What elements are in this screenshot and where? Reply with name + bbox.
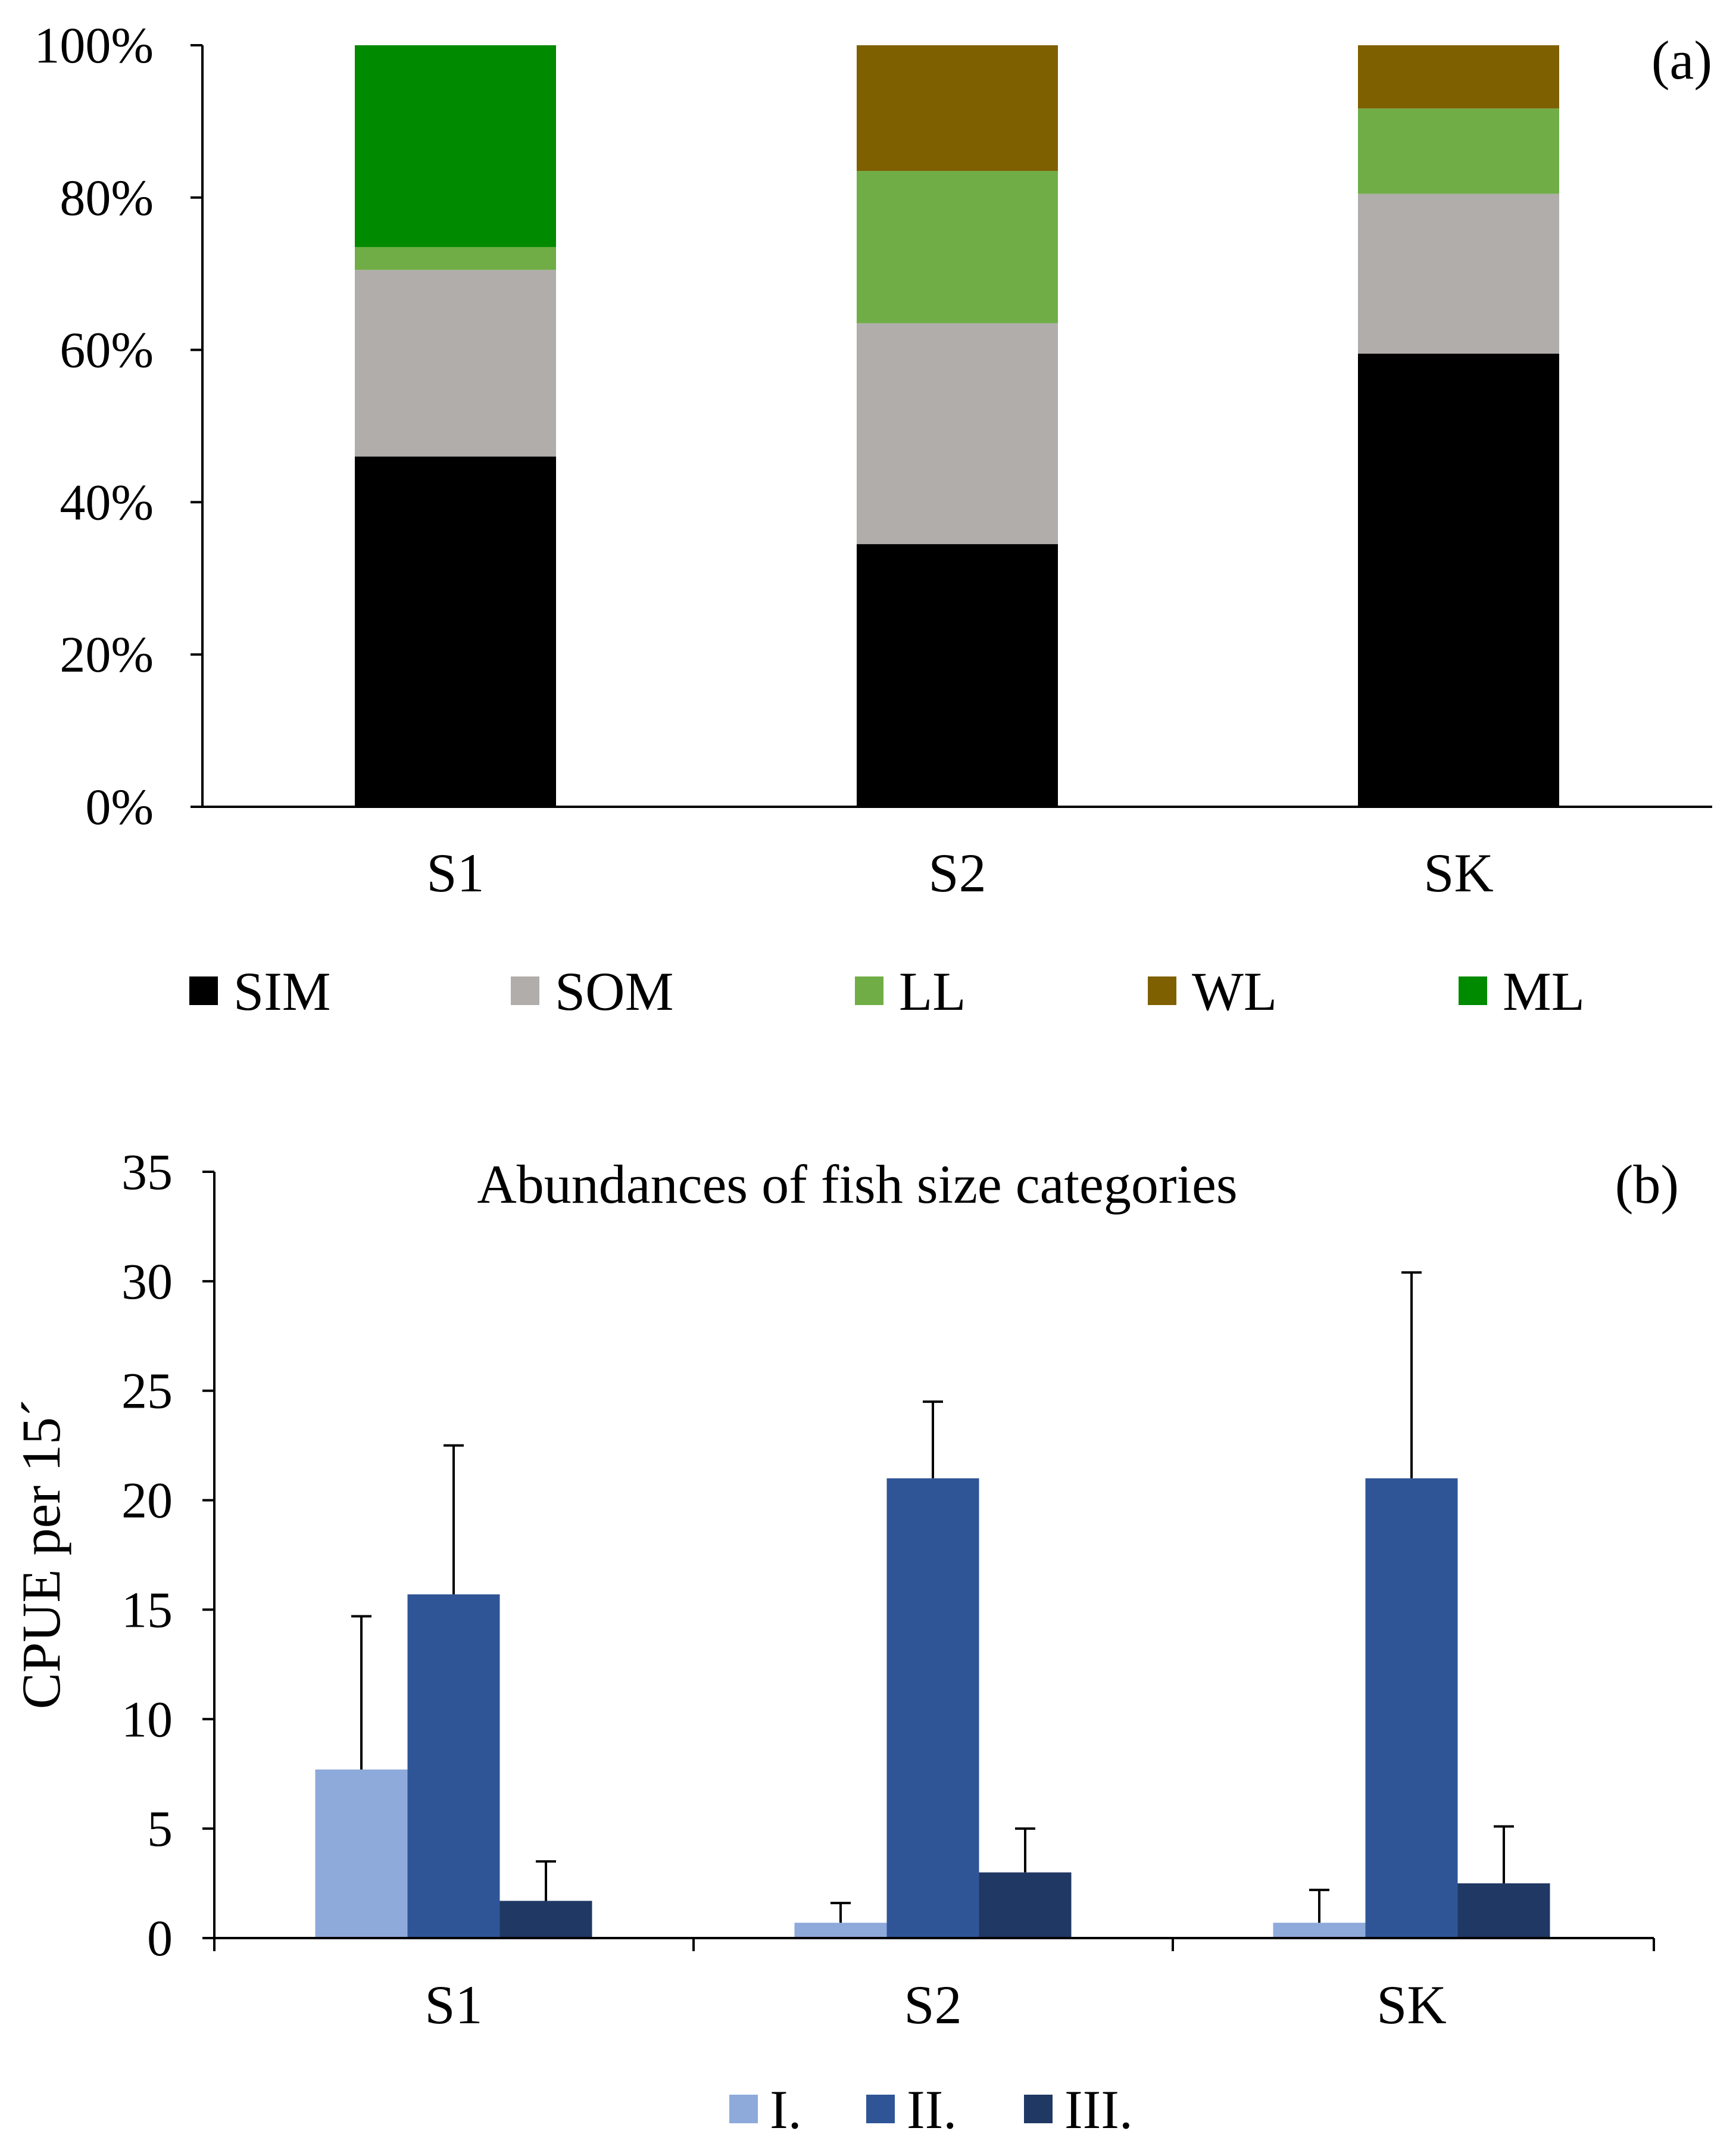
y-tick-label: 100% (34, 17, 154, 74)
bar-b-s2-ii (886, 1478, 979, 1938)
y-tick-label: 5 (147, 1800, 173, 1857)
bar-a-s1-som (355, 270, 556, 457)
legend-label-iii: III. (1064, 2079, 1133, 2140)
panel-b-title: Abundances of fish size categories (477, 1154, 1237, 1215)
bar-b-s2-iii (979, 1872, 1072, 1938)
panel-a-y-ticks: 0% 20% 40% 60% 80% 100% (34, 17, 202, 835)
legend-label-i: I. (770, 2079, 802, 2140)
legend-swatch-ml (1459, 976, 1487, 1005)
bar-a-s2-som (857, 323, 1058, 544)
y-tick-label: 30 (121, 1253, 173, 1310)
legend-swatch-ll (855, 976, 883, 1005)
panel-a-label: (a) (1651, 30, 1712, 91)
panel-b-grouped-chart: 0 5 10 15 20 25 30 35 S1 S2 SK Abundances of fish… (11, 1143, 1679, 2140)
y-tick-label: 60% (60, 322, 154, 379)
legend-swatch-sim (189, 976, 218, 1005)
panel-a-legend: SIM SOM LL WL ML (189, 961, 1585, 1022)
y-tick-label: 20% (60, 626, 154, 683)
panel-b-legend: I. II. III. (729, 2079, 1133, 2140)
panel-b-x-labels: S1 S2 SK (424, 1974, 1446, 2035)
bar-a-s1-ll (355, 247, 556, 270)
bar-b-sk-i (1273, 1923, 1366, 1938)
bar-b-s1-i (315, 1769, 408, 1938)
bar-b-sk-ii (1365, 1478, 1458, 1938)
panel-b-error-bars (351, 1271, 1514, 1923)
x-category-label: S2 (928, 843, 986, 903)
y-tick-label: 15 (121, 1581, 173, 1638)
panel-b-y-ticks: 0 5 10 15 20 25 30 35 (121, 1143, 214, 1967)
bar-b-s2-i (794, 1923, 887, 1938)
bar-b-s1-ii (407, 1594, 500, 1938)
x-category-label: S1 (426, 843, 484, 903)
y-tick-label: 40% (60, 473, 154, 531)
bar-a-sk-wl (1358, 45, 1559, 109)
bar-a-sk-sim (1358, 353, 1559, 807)
bar-b-sk-iii (1457, 1883, 1550, 1938)
y-tick-label: 0% (85, 778, 154, 835)
bar-a-s1-sim (355, 456, 556, 807)
x-category-label: S1 (424, 1974, 482, 2035)
x-category-label: S2 (904, 1974, 961, 2035)
panel-b-label: (b) (1615, 1154, 1679, 1215)
panel-a-stacked-chart: 0% 20% 40% 60% 80% 100% S1 S2 SK (a) SIM SOM LL WL… (34, 17, 1712, 1022)
legend-label-wl: WL (1192, 961, 1277, 1022)
legend-label-ii: II. (907, 2079, 957, 2140)
legend-swatch-som (511, 976, 539, 1005)
legend-swatch-wl (1148, 976, 1176, 1005)
bar-a-s1-ml (355, 45, 556, 247)
bar-a-s2-sim (857, 544, 1058, 807)
panel-a-x-labels: S1 S2 SK (426, 843, 1493, 903)
bar-b-s1-iii (499, 1901, 592, 1938)
x-category-label: SK (1423, 843, 1494, 903)
y-tick-label: 80% (60, 169, 154, 226)
legend-label-som: SOM (555, 961, 673, 1022)
legend-swatch-ii (866, 2095, 895, 2123)
panel-b-y-axis-label: CPUE per 15´ (11, 1399, 71, 1709)
legend-label-ll: LL (899, 961, 966, 1022)
y-tick-label: 35 (121, 1143, 173, 1200)
legend-swatch-i (729, 2095, 758, 2123)
bar-a-sk-som (1358, 194, 1559, 354)
x-category-label: SK (1376, 1974, 1447, 2035)
panel-a-bars (355, 45, 1559, 807)
y-tick-label: 0 (147, 1909, 173, 1967)
legend-label-sim: SIM (233, 961, 331, 1022)
y-tick-label: 10 (121, 1690, 173, 1748)
bar-a-s2-wl (857, 45, 1058, 171)
panel-b-bars (315, 1478, 1550, 1938)
y-tick-label: 20 (121, 1472, 173, 1529)
bar-a-s2-ll (857, 171, 1058, 323)
panel-b-x-ticks (213, 1938, 1655, 1951)
y-tick-label: 25 (121, 1362, 173, 1419)
legend-label-ml: ML (1503, 961, 1585, 1022)
bar-a-sk-ll (1358, 108, 1559, 194)
legend-swatch-iii (1024, 2095, 1053, 2123)
